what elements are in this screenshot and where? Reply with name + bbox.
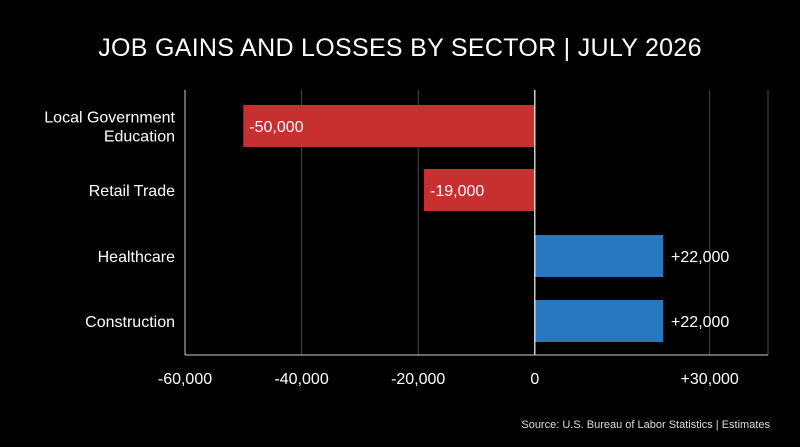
category-label: Local Government Education xyxy=(44,110,175,146)
chart-title: JOB GAINS AND LOSSES BY SECTOR | JULY 20… xyxy=(98,34,702,62)
axes xyxy=(184,90,768,356)
category-label: Construction xyxy=(85,314,175,331)
x-tick-label: -20,000 xyxy=(391,371,445,388)
x-tick-label: 0 xyxy=(530,371,539,388)
labels: -60,000 -40,000 -20,000 0 +30,000 -50,000 Loca… xyxy=(44,110,739,389)
bar xyxy=(534,235,664,277)
bar-value-label: -19,000 xyxy=(430,183,484,200)
bar-value-label: +22,000 xyxy=(671,314,729,331)
bar-value-label: +22,000 xyxy=(671,249,729,266)
bar xyxy=(243,105,535,147)
x-tick-label: +30,000 xyxy=(681,371,739,388)
source-note: Source: U.S. Bureau of Labor Statistics … xyxy=(521,419,770,431)
category-label: Retail Trade xyxy=(89,183,175,200)
bar xyxy=(534,300,664,342)
bar-value-label: -50,000 xyxy=(249,119,303,136)
x-tick-label: -60,000 xyxy=(158,371,212,388)
bars xyxy=(243,105,664,342)
x-tick-label: -40,000 xyxy=(274,371,328,388)
category-label: Healthcare xyxy=(98,249,175,266)
bar xyxy=(424,169,535,211)
